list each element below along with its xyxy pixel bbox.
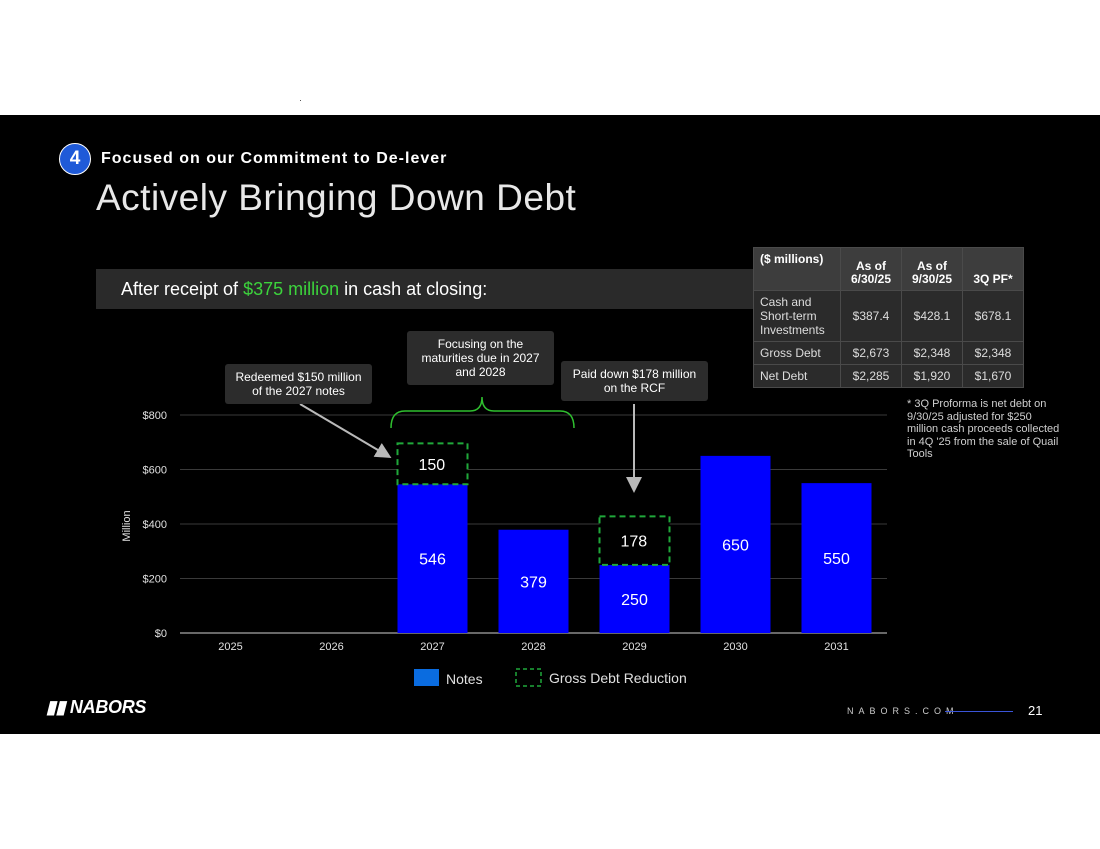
table-row: Cash and Short-term Investments $387.4 $… (753, 290, 1024, 342)
table-cell: $2,285 (840, 364, 902, 388)
table-header-cell: 3Q PF* (962, 247, 1024, 291)
notes-bar-label: 379 (520, 574, 547, 591)
banner-highlight: $375 million (243, 279, 340, 299)
table-cell: $1,920 (901, 364, 963, 388)
website-label: NABORS.COM (847, 706, 959, 716)
legend-notes-swatch (414, 669, 439, 686)
table-row-label: Gross Debt (753, 341, 841, 365)
x-tick-label: 2031 (824, 641, 848, 653)
table-cell: $678.1 (962, 290, 1024, 342)
callout-redeemed: Redeemed $150 million of the 2027 notes (225, 364, 372, 404)
table-cell: $428.1 (901, 290, 963, 342)
stray-dot (300, 100, 301, 101)
reduction-label: 178 (621, 534, 648, 551)
table-cell: $2,348 (962, 341, 1024, 365)
x-tick-label: 2027 (420, 641, 444, 653)
website-underline (945, 711, 1013, 712)
x-tick-label: 2030 (723, 641, 747, 653)
section-number-badge: 4 (59, 143, 91, 175)
reduction-box (396, 442, 469, 486)
section-kicker: Focused on our Commitment to De-lever (101, 150, 448, 167)
x-tick-label: 2026 (319, 641, 343, 653)
table-header-row: ($ millions) As of 6/30/25 As of 9/30/25… (753, 247, 1024, 291)
closing-banner: After receipt of $375 million in cash at… (96, 269, 756, 309)
table-cell: $387.4 (840, 290, 902, 342)
reduction-box (598, 515, 671, 566)
logo-icon: ▮▮ (46, 697, 66, 717)
notes-bar (801, 483, 872, 633)
y-tick-label: $200 (143, 574, 167, 586)
callout-paid-down: Paid down $178 million on the RCF (561, 361, 708, 401)
maturity-brace (390, 396, 575, 429)
proforma-footnote: * 3Q Proforma is net debt on 9/30/25 adj… (907, 398, 1060, 460)
table-row-label: Net Debt (753, 364, 841, 388)
slide: 4 Focused on our Commitment to De-lever … (0, 115, 1100, 734)
slide-title: Actively Bringing Down Debt (96, 177, 577, 218)
legend-reduction-label: Gross Debt Reduction (549, 670, 687, 686)
table-cell: $1,670 (962, 364, 1024, 388)
x-tick-label: 2025 (218, 641, 242, 653)
banner-text: After receipt of $375 million in cash at… (121, 279, 487, 300)
y-tick-label: $600 (143, 465, 167, 477)
page-number: 21 (1028, 703, 1043, 718)
x-tick-label: 2029 (622, 641, 646, 653)
table-header-cell: ($ millions) (753, 247, 841, 291)
debt-maturity-chart: 546 379 250 650 550 150 178 $0 $200 $400 $600 $80… (121, 396, 887, 687)
notes-bar (700, 455, 771, 633)
reduction-label: 150 (419, 457, 446, 474)
notes-bar-label: 550 (823, 551, 850, 568)
nabors-logo: ▮▮ NABORS (46, 697, 146, 718)
logo-text: NABORS (69, 697, 147, 717)
notes-bar (397, 484, 468, 633)
y-tick-label: $0 (155, 628, 167, 640)
y-tick-label: $400 (143, 519, 167, 531)
debt-summary-table: ($ millions) As of 6/30/25 As of 9/30/25… (753, 247, 1024, 388)
notes-bar (599, 564, 670, 633)
legend-notes-label: Notes (446, 671, 483, 687)
redeemed-arrow (299, 403, 392, 459)
table-row: Gross Debt $2,673 $2,348 $2,348 (753, 341, 1024, 365)
notes-bar (498, 529, 569, 633)
table-row: Net Debt $2,285 $1,920 $1,670 (753, 364, 1024, 388)
notes-bar-label: 546 (419, 552, 446, 569)
legend-reduction-swatch (515, 668, 542, 687)
callout-focusing: Focusing on the maturities due in 2027 a… (407, 331, 554, 385)
table-cell: $2,673 (840, 341, 902, 365)
notes-bar-label: 650 (722, 537, 749, 554)
table-cell: $2,348 (901, 341, 963, 365)
notes-bar-label: 250 (621, 592, 648, 609)
y-tick-label: $800 (143, 410, 167, 422)
banner-prefix: After receipt of (121, 279, 244, 299)
y-axis-title: Million (121, 510, 133, 541)
banner-suffix: in cash at closing: (339, 279, 488, 299)
x-tick-label: 2028 (521, 641, 545, 653)
